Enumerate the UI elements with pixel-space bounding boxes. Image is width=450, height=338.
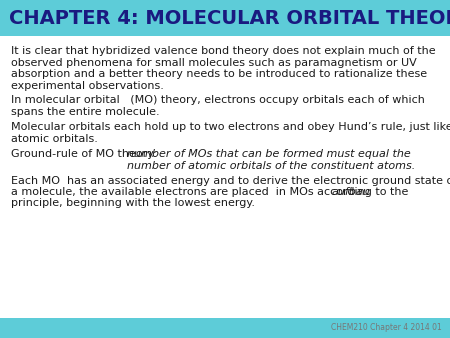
- Text: Each MO  has an associated energy and to derive the electronic ground state of: Each MO has an associated energy and to …: [11, 176, 450, 186]
- Text: CHAPTER 4: MOLECULAR ORBITAL THEORY: CHAPTER 4: MOLECULAR ORBITAL THEORY: [9, 8, 450, 27]
- Text: Molecular orbitals each hold up to two electrons and obey Hund’s rule, just like: Molecular orbitals each hold up to two e…: [11, 122, 450, 144]
- Text: It is clear that hybridized valence bond theory does not explain much of the
obs: It is clear that hybridized valence bond…: [11, 46, 436, 91]
- Text: In molecular orbital   (MO) theory, electrons occupy orbitals each of which
span: In molecular orbital (MO) theory, electr…: [11, 95, 425, 117]
- Text: a molecule, the available electrons are placed  in MOs according to the: a molecule, the available electrons are …: [11, 187, 412, 197]
- Text: Ground-rule of MO theory:: Ground-rule of MO theory:: [11, 149, 160, 159]
- Text: CHEM210 Chapter 4 2014 01: CHEM210 Chapter 4 2014 01: [331, 323, 442, 333]
- Bar: [0, 0, 450, 36]
- Text: principle, beginning with the lowest energy.: principle, beginning with the lowest ene…: [11, 198, 255, 208]
- Text: aufbau: aufbau: [331, 187, 370, 197]
- Text: number of MOs that can be formed must equal the
number of atomic orbitals of the: number of MOs that can be formed must eq…: [127, 149, 415, 171]
- Bar: [0, 318, 450, 338]
